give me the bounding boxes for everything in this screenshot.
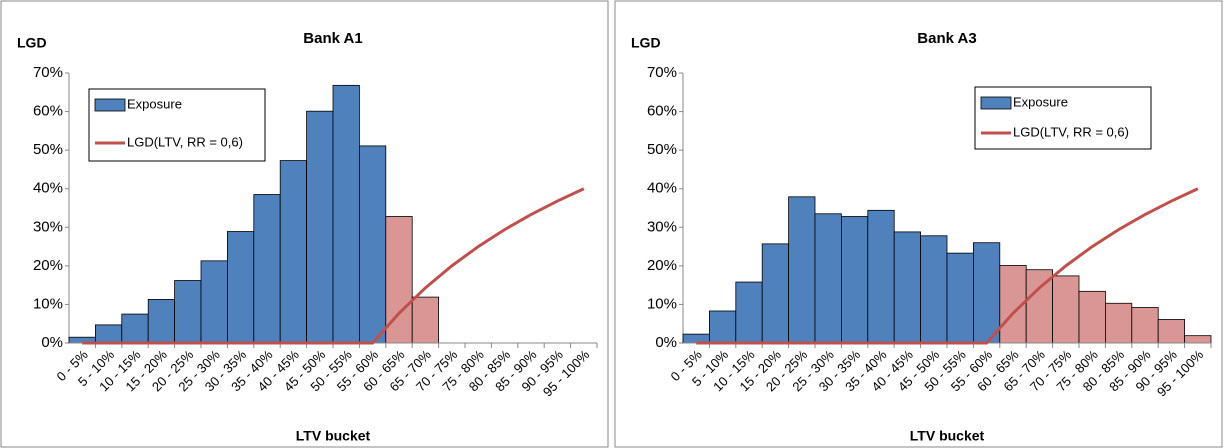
legend-label: LGD(LTV, RR = 0,6) — [1013, 124, 1129, 139]
bar — [358, 145, 387, 344]
bar — [972, 242, 1001, 344]
bar — [735, 281, 763, 344]
bar — [95, 324, 123, 344]
y-tick-label: 20% — [33, 257, 63, 274]
bar — [709, 310, 737, 344]
legend-label: LGD(LTV, RR = 0,6) — [127, 134, 243, 149]
bar — [174, 280, 202, 344]
y-tick-label: 10% — [647, 295, 677, 312]
legend-label: Exposure — [127, 96, 182, 111]
y-tick-label: 40% — [33, 180, 63, 197]
bar — [279, 160, 308, 344]
bar — [121, 313, 149, 344]
y-axis-label: LGD — [631, 35, 661, 51]
chart-panel: Bank A1 LGD LTV bucket 0% 10% 20% 30% 40% 50% 60%… — [0, 0, 609, 448]
bar — [1052, 275, 1080, 344]
y-tick-label: 30% — [33, 218, 63, 235]
bar — [788, 196, 816, 344]
y-tick-label: 70% — [647, 64, 677, 81]
lgd-line — [696, 187, 1199, 345]
lgd-line — [82, 187, 585, 345]
y-tick-label: 30% — [647, 218, 677, 235]
bar — [814, 213, 842, 344]
bar — [1131, 307, 1159, 344]
bar — [893, 231, 922, 344]
y-axis-label: LGD — [17, 35, 47, 51]
bar — [1157, 319, 1186, 344]
bar — [920, 235, 948, 344]
bar — [1078, 290, 1106, 344]
x-axis-label: LTV bucket — [910, 428, 985, 444]
y-tick-label: 50% — [647, 141, 677, 158]
chart-panel: Bank A3 LGD LTV bucket 0% 10% 20% 30% 40% 50% 60%… — [614, 0, 1223, 448]
bar — [840, 216, 869, 344]
y-tick-label: 60% — [647, 103, 677, 120]
y-tick-label: 20% — [647, 257, 677, 274]
panel-border — [614, 0, 1223, 448]
legend-swatch — [980, 96, 1012, 110]
y-tick-label: 10% — [33, 295, 63, 312]
y-tick-label: 0% — [655, 334, 677, 351]
bar — [946, 252, 974, 344]
bar — [306, 110, 334, 344]
bar — [1104, 302, 1133, 344]
bar — [226, 231, 255, 344]
legend-label: Exposure — [1013, 94, 1068, 109]
y-tick-label: 50% — [33, 141, 63, 158]
bar — [411, 296, 440, 344]
bar — [761, 243, 789, 344]
x-axis-label: LTV bucket — [296, 428, 371, 444]
chart-title: Bank A3 — [917, 30, 976, 47]
legend-swatch — [94, 98, 126, 112]
y-tick-label: 70% — [33, 64, 63, 81]
bar — [200, 260, 228, 344]
y-tick-label: 0% — [41, 334, 63, 351]
bar — [332, 84, 360, 344]
bar — [253, 194, 281, 344]
bar — [1184, 335, 1212, 344]
y-tick-label: 40% — [647, 180, 677, 197]
bar — [867, 209, 895, 344]
chart-title: Bank A1 — [303, 30, 362, 47]
bar — [147, 299, 175, 344]
y-tick-label: 60% — [33, 103, 63, 120]
